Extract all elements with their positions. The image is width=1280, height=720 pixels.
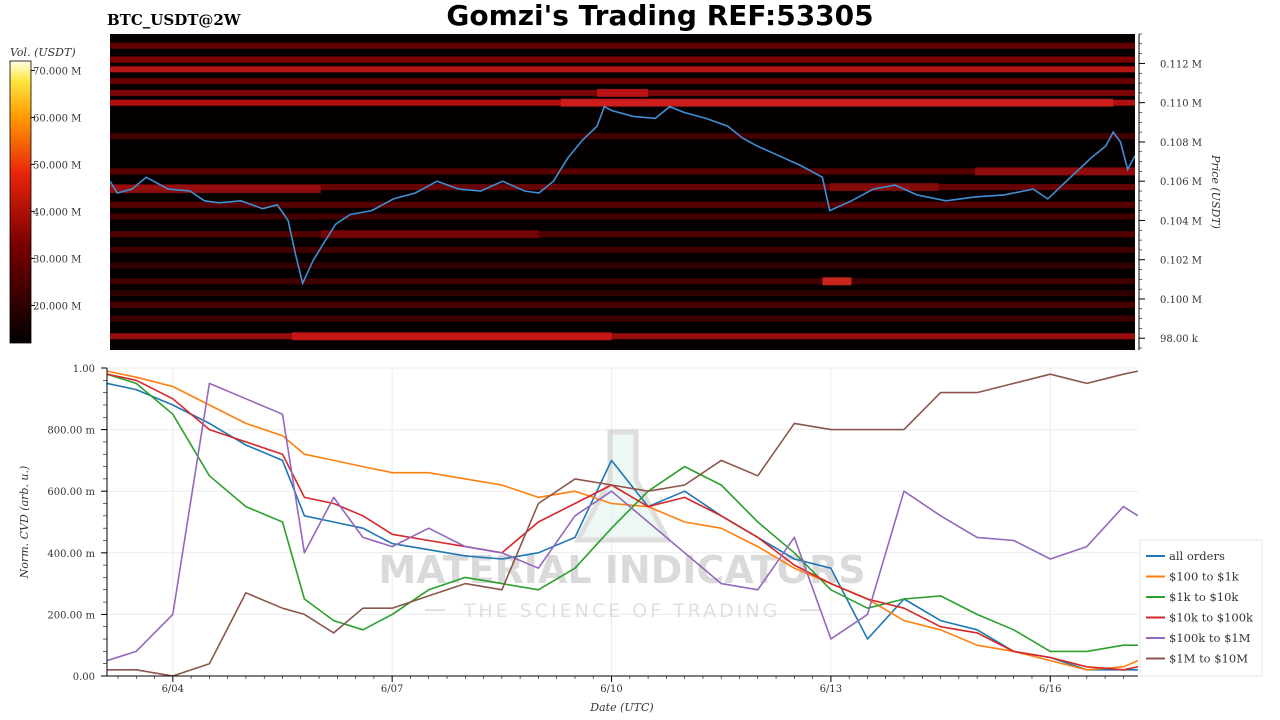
cvd-x-tick-label: 6/10 — [600, 684, 622, 695]
series-line-2 — [107, 373, 1138, 653]
price-tick-label: 0.100 M — [1160, 295, 1202, 306]
cvd-x-tick-label: 6/07 — [381, 684, 403, 695]
colorbar-label: Vol. (USDT) — [10, 46, 76, 59]
cvd-y-tick-label: 200.00 m — [47, 610, 95, 621]
cvd-y-tick-label: 600.00 m — [47, 487, 95, 498]
price-tick-label: 0.104 M — [1160, 216, 1202, 227]
colorbar-tick-label: 60.000 M — [33, 113, 81, 124]
watermark-subtitle: THE SCIENCE OF TRADING — [463, 600, 781, 622]
legend-label: $100k to $1M — [1169, 631, 1251, 645]
cvd-x-axis-label: Date (UTC) — [589, 701, 653, 714]
cvd-series-lines — [107, 370, 1138, 676]
cvd-y-tick-label: 0.00 — [73, 672, 95, 683]
cvd-x-tick-label: 6/04 — [162, 684, 184, 695]
liquidity-patch — [320, 230, 539, 239]
cvd-y-axis-label: Norm. CVD (arb. u.) — [18, 466, 31, 580]
liquidity-band — [110, 78, 1135, 85]
price-tick-label: 0.110 M — [1160, 99, 1202, 110]
price-tick-label: 0.112 M — [1160, 59, 1202, 70]
price-tick-label: 0.108 M — [1160, 138, 1202, 149]
series-line-5 — [107, 370, 1138, 676]
liquidity-band — [110, 66, 1135, 73]
liquidity-band — [110, 278, 1135, 285]
colorbar-tick-label: 40.000 M — [33, 207, 81, 218]
price-axis-label: Price (USDT) — [1209, 154, 1222, 229]
liquidity-band — [110, 290, 1135, 297]
legend-label: $1M to $10M — [1169, 652, 1248, 666]
liquidity-band — [110, 301, 1135, 308]
colorbar-tick-label: 70.000 M — [33, 66, 81, 77]
colorbar-tick-label: 20.000 M — [33, 301, 81, 312]
cvd-y-tick-label: 400.00 m — [47, 549, 95, 560]
liquidity-patch — [560, 98, 1114, 107]
series-line-0 — [107, 382, 1138, 671]
cvd-y-tick-label: 1.00 — [73, 364, 95, 375]
legend-box — [1139, 539, 1263, 677]
liquidity-patch — [975, 167, 1135, 176]
series-line-1 — [107, 370, 1138, 671]
cvd-x-tick-label: 6/13 — [820, 684, 842, 695]
legend: all orders $100 to $1k $1k to $10k $10k to … — [1139, 539, 1263, 677]
heatmap-panel: 98.00 k 0.100 M 0.102 M 0.104 M 0.106 M 0.108… — [110, 33, 1222, 350]
liquidity-patch — [110, 185, 321, 194]
price-tick-label: 0.106 M — [1160, 177, 1202, 188]
price-axis: 98.00 k 0.100 M 0.102 M 0.104 M 0.106 M 0.108… — [1139, 33, 1202, 349]
cvd-x-tick-label: 6/16 — [1039, 684, 1061, 695]
chart-title: Gomzi's Trading REF:53305 — [446, 0, 873, 32]
liquidity-band — [110, 168, 1135, 175]
cvd-y-axis: 0.00 200.00 m 400.00 m 600.00 m 800.00 m 1.00 — [47, 364, 107, 683]
liquidity-band — [110, 42, 1135, 49]
symbol-label: BTC_USDT@2W — [107, 11, 242, 29]
liquidity-patch — [597, 88, 648, 97]
legend-label: all orders — [1169, 549, 1225, 563]
colorbar-tick-label: 50.000 M — [33, 160, 81, 171]
liquidity-band — [110, 133, 1135, 140]
liquidity-band — [110, 184, 1135, 191]
liquidity-band — [110, 213, 1135, 220]
legend-label: $100 to $1k — [1169, 570, 1240, 584]
colorbar-gradient — [9, 60, 32, 344]
colorbar: Vol. (USDT) 20.000 M 30.000 M 40.000 M 50.0… — [9, 46, 81, 344]
series-line-4 — [107, 382, 1138, 662]
price-tick-label: 98.00 k — [1160, 334, 1199, 345]
liquidity-band — [110, 56, 1135, 63]
price-line — [110, 105, 1135, 286]
liquidity-band — [110, 315, 1135, 322]
liquidity-band — [110, 201, 1135, 208]
cvd-panel: MATERIAL INDICATORS THE SCIENCE OF TRADI… — [18, 364, 1263, 714]
colorbar-tick-label: 30.000 M — [33, 254, 81, 265]
heatmap-bands — [110, 42, 1135, 341]
cvd-x-axis: 6/04 6/07 6/10 6/13 6/16 — [117, 676, 1124, 695]
liquidity-patch — [291, 332, 612, 341]
colorbar-ticks: 20.000 M 30.000 M 40.000 M 50.000 M 60.000 M… — [31, 66, 81, 312]
flask-logo-icon — [573, 429, 673, 543]
liquidity-patch — [822, 277, 852, 286]
liquidity-band — [110, 231, 1135, 238]
legend-label: $1k to $10k — [1169, 590, 1239, 604]
liquidity-band — [110, 333, 1135, 340]
liquidity-band — [110, 262, 1135, 269]
legend-label: $10k to $100k — [1169, 611, 1254, 625]
liquidity-band — [110, 246, 1135, 253]
price-tick-label: 0.102 M — [1160, 256, 1202, 267]
cvd-y-tick-label: 800.00 m — [47, 426, 95, 437]
watermark-title: MATERIAL INDICATORS — [378, 548, 865, 592]
